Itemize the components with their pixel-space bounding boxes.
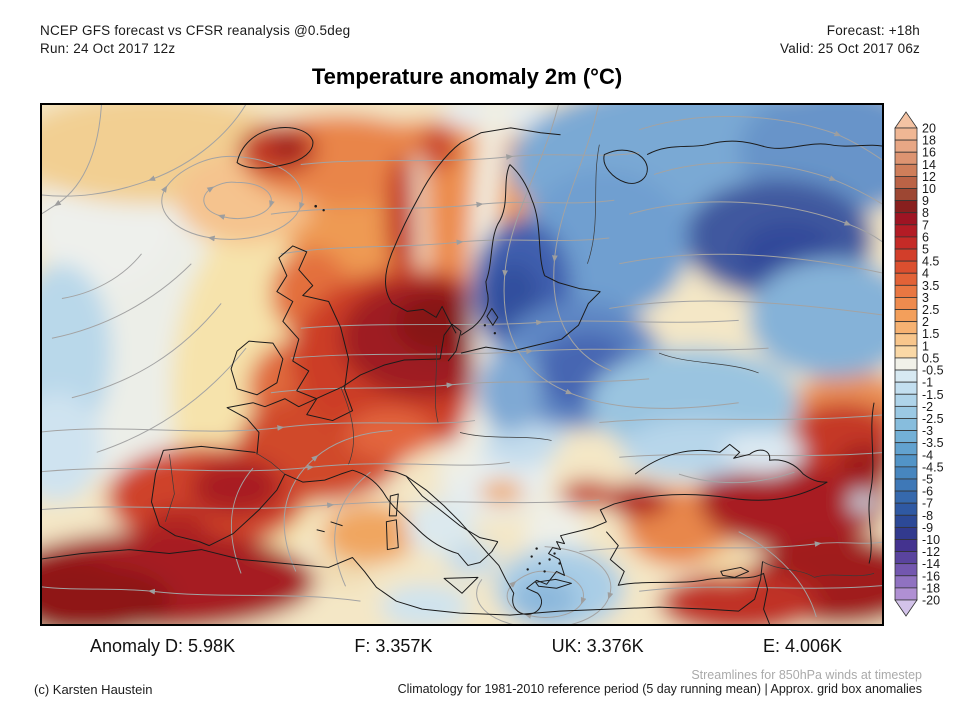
svg-text:0.5: 0.5 (922, 351, 939, 365)
run-line: Run: 24 Oct 2017 12z (40, 41, 176, 56)
svg-text:-0.5: -0.5 (922, 364, 944, 378)
svg-text:4: 4 (922, 267, 929, 281)
anomaly-stat-e: E: 4.006K (762, 636, 842, 656)
svg-text:-5: -5 (922, 472, 933, 486)
svg-text:-8: -8 (922, 509, 933, 523)
svg-text:8: 8 (922, 206, 929, 220)
svg-text:-4: -4 (922, 448, 933, 462)
anomaly-stats-row: Anomaly D: 5.98K F: 3.357K UK: 3.376K E:… (40, 636, 884, 657)
model-line: NCEP GFS forecast vs CFSR reanalysis @0.… (40, 23, 351, 38)
svg-text:18: 18 (922, 134, 936, 148)
svg-text:2: 2 (922, 315, 929, 329)
svg-text:-18: -18 (922, 581, 940, 595)
svg-text:-4.5: -4.5 (922, 460, 944, 474)
svg-text:-20: -20 (922, 594, 940, 608)
header-left: NCEP GFS forecast vs CFSR reanalysis @0.… (40, 22, 350, 58)
anomaly-stat-uk: UK: 3.376K (551, 636, 644, 656)
svg-text:20: 20 (922, 122, 936, 136)
credit-text: (c) Karsten Haustein (34, 682, 153, 697)
svg-text:-9: -9 (922, 521, 933, 535)
svg-text:-16: -16 (922, 569, 940, 583)
svg-text:6: 6 (922, 230, 929, 244)
climatology-note: Climatology for 1981-2010 reference peri… (397, 682, 922, 696)
svg-text:-2: -2 (922, 400, 933, 414)
svg-text:1.5: 1.5 (922, 327, 939, 341)
map-svg (42, 105, 882, 624)
svg-text:3.5: 3.5 (922, 279, 939, 293)
svg-text:14: 14 (922, 158, 936, 172)
forecast-line: Forecast: +18h (826, 23, 920, 38)
colorbar-legend: 20 18 16 14 12 10 9 8 7 6 5 4.5 4 3.5 3 2.5 2 1.5 1 0.5 -0.5… (893, 110, 957, 622)
svg-text:4.5: 4.5 (922, 255, 939, 269)
svg-text:1: 1 (922, 339, 929, 353)
page-title: Temperature anomaly 2m (°C) (311, 64, 623, 89)
streamlines-layer (42, 105, 882, 624)
svg-text:-3: -3 (922, 424, 933, 438)
coastlines-layer (42, 127, 882, 624)
svg-text:-1: -1 (922, 376, 933, 390)
streamline-note: Streamlines for 850hPa winds at timestep (691, 668, 922, 682)
svg-text:2.5: 2.5 (922, 303, 939, 317)
svg-text:7: 7 (922, 218, 929, 232)
svg-text:-3.5: -3.5 (922, 436, 944, 450)
svg-text:5: 5 (922, 243, 929, 257)
svg-text:-14: -14 (922, 557, 940, 571)
colorbar-svg: 201816141210987654.543.532.521.510.5-0.5… (894, 111, 944, 617)
svg-text:16: 16 (922, 146, 936, 160)
anomaly-field-layer (42, 105, 882, 624)
svg-text:-6: -6 (922, 485, 933, 499)
valid-line: Valid: 25 Oct 2017 06z (780, 41, 920, 56)
svg-text:-1.5: -1.5 (922, 388, 944, 402)
header-right: Forecast: +18h Valid: 25 Oct 2017 06z (780, 22, 920, 58)
svg-text:3: 3 (922, 291, 929, 305)
svg-text:-12: -12 (922, 545, 940, 559)
map-canvas (40, 103, 884, 626)
anomaly-stat-f: F: 3.357K (354, 636, 433, 656)
svg-text:-10: -10 (922, 533, 940, 547)
svg-text:10: 10 (922, 182, 936, 196)
svg-text:-2.5: -2.5 (922, 412, 944, 426)
svg-text:-7: -7 (922, 497, 933, 511)
svg-text:9: 9 (922, 194, 929, 208)
anomaly-stat-d: Anomaly D: 5.98K (90, 636, 236, 656)
svg-text:12: 12 (922, 170, 936, 184)
borders-layer (165, 144, 875, 578)
